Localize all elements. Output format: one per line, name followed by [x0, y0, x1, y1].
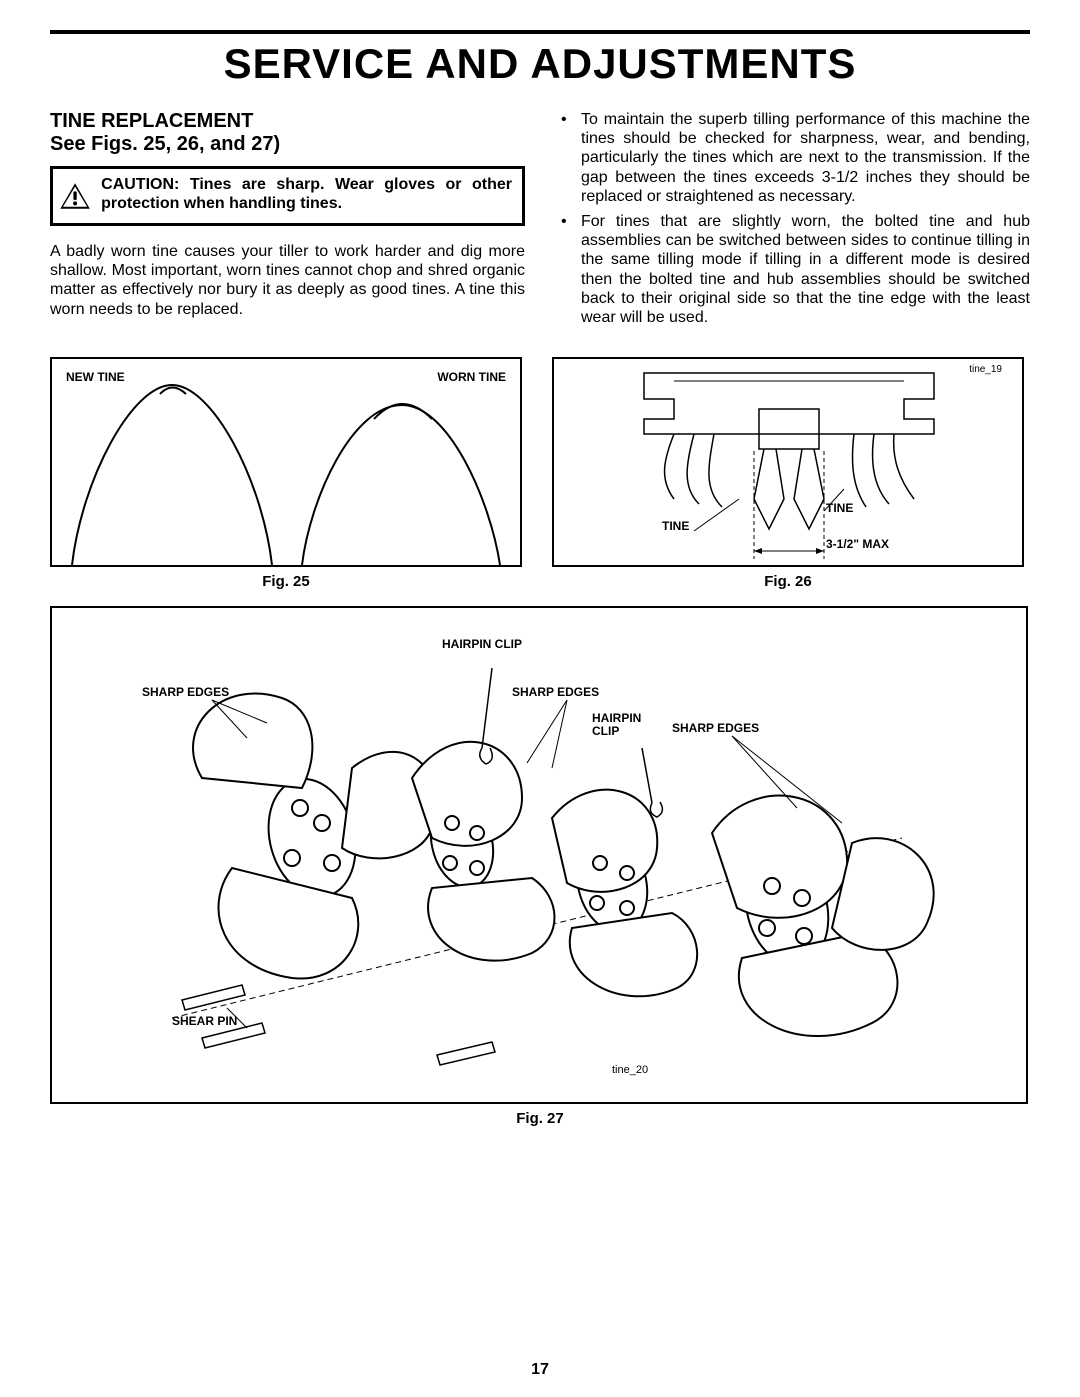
label-hairpin-2-l2: CLIP	[592, 724, 619, 738]
label-worn-tine: WORN TINE	[437, 371, 506, 384]
fig26-caption: Fig. 26	[552, 573, 1024, 590]
page-title: SERVICE AND ADJUSTMENTS	[50, 40, 1030, 88]
caution-box: CAUTION: Tines are sharp. Wear gloves or…	[50, 166, 525, 226]
fig26-wrap: tine_19 TINE TINE 3-1/2" MAX	[552, 357, 1024, 590]
left-column: TINE REPLACEMENT See Figs. 25, 26, and 2…	[50, 110, 525, 333]
label-hairpin-2: HAIRPIN CLIP	[592, 712, 641, 737]
figure-row: NEW TINE WORN TINE Fig. 25 tine_19 TINE …	[50, 357, 1030, 590]
label-hairpin-1: HAIRPIN CLIP	[442, 638, 522, 651]
fig26-box: tine_19 TINE TINE 3-1/2" MAX	[552, 357, 1024, 567]
caution-text: CAUTION: Tines are sharp. Wear gloves or…	[101, 175, 512, 213]
body-paragraph: A badly worn tine causes your tiller to …	[50, 242, 525, 319]
fig25-box: NEW TINE WORN TINE	[50, 357, 522, 567]
label-sharp-3: SHARP EDGES	[672, 722, 759, 735]
fig27-box: HAIRPIN CLIP SHARP EDGES SHARP EDGES HAI…	[50, 606, 1028, 1104]
label-sharp-1: SHARP EDGES	[142, 686, 229, 699]
section-heading: TINE REPLACEMENT See Figs. 25, 26, and 2…	[50, 110, 525, 156]
right-column: To maintain the superb tilling performan…	[555, 110, 1030, 333]
label-sharp-2: SHARP EDGES	[512, 686, 599, 699]
fig27-caption: Fig. 27	[50, 1110, 1030, 1127]
label-new-tine: NEW TINE	[66, 371, 125, 384]
label-max: 3-1/2" MAX	[826, 538, 889, 551]
fig27-wrap: HAIRPIN CLIP SHARP EDGES SHARP EDGES HAI…	[50, 606, 1030, 1127]
bullet-item: For tines that are slightly worn, the bo…	[555, 212, 1030, 327]
page-number: 17	[0, 1361, 1080, 1379]
fig25-caption: Fig. 25	[50, 573, 522, 590]
heading-line-2: See Figs. 25, 26, and 27)	[50, 133, 280, 155]
label-src-27: tine_20	[612, 1065, 648, 1077]
fig25-wrap: NEW TINE WORN TINE Fig. 25	[50, 357, 522, 590]
fig25-drawing	[52, 359, 520, 565]
heading-line-1: TINE REPLACEMENT	[50, 110, 253, 132]
two-column-layout: TINE REPLACEMENT See Figs. 25, 26, and 2…	[50, 110, 1030, 333]
label-shear-pin: SHEAR PIN	[172, 1015, 237, 1028]
fig26-drawing	[554, 359, 1022, 565]
label-tine-right: TINE	[826, 502, 853, 515]
rule-top	[50, 30, 1030, 34]
bullet-list: To maintain the superb tilling performan…	[555, 110, 1030, 327]
label-tine-left: TINE	[662, 520, 689, 533]
bullet-item: To maintain the superb tilling performan…	[555, 110, 1030, 206]
warning-icon	[59, 175, 91, 217]
label-src-26: tine_19	[969, 365, 1002, 376]
